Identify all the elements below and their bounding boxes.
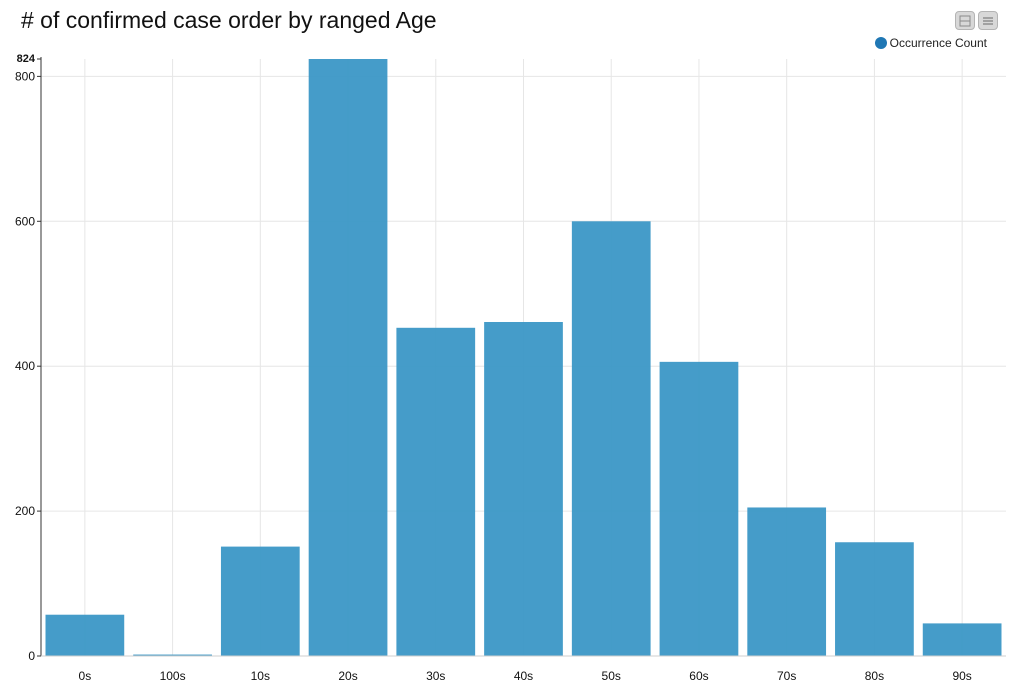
y-tick-label: 400	[15, 359, 35, 373]
bar-10s	[220, 546, 300, 656]
x-tick-label: 0s	[79, 669, 92, 683]
x-tick-label: 70s	[777, 669, 796, 683]
collapse-button[interactable]	[955, 11, 975, 30]
legend-swatch	[874, 37, 887, 49]
x-tick-label: 100s	[160, 669, 186, 683]
y-max-label: 824	[17, 53, 36, 65]
x-tick-label: 30s	[426, 669, 445, 683]
x-tick-label: 90s	[952, 669, 971, 683]
x-tick-label: 50s	[602, 669, 621, 683]
x-tick-label: 40s	[514, 669, 533, 683]
chart-title: # of confirmed case order by ranged Age	[21, 7, 437, 33]
x-tick-label: 20s	[338, 669, 357, 683]
x-tick-label: 60s	[689, 669, 708, 683]
bar-30s	[396, 327, 476, 656]
bar-50s	[571, 221, 651, 656]
bar-60s	[659, 361, 739, 656]
bar-100s	[133, 654, 212, 656]
menu-button[interactable]	[978, 11, 998, 30]
legend-item-occurrence-count[interactable]: Occurrence Count	[874, 36, 987, 50]
bar-90s	[922, 623, 1002, 656]
bar-40s	[484, 321, 563, 656]
y-tick-label: 200	[15, 504, 35, 518]
bar-0s	[45, 614, 125, 656]
y-tick-label: 600	[15, 214, 35, 228]
y-tick-label: 800	[15, 69, 35, 83]
x-tick-label: 80s	[865, 669, 884, 683]
y-tick-label: 0	[28, 649, 35, 663]
bar-70s	[747, 507, 827, 656]
bar-80s	[835, 542, 914, 656]
collapse-icon	[959, 15, 971, 26]
x-tick-label: 10s	[251, 669, 270, 683]
legend-label: Occurrence Count	[889, 36, 987, 50]
bar-20s	[308, 59, 388, 656]
chart-toolbar	[955, 11, 998, 30]
menu-icon	[983, 16, 993, 25]
